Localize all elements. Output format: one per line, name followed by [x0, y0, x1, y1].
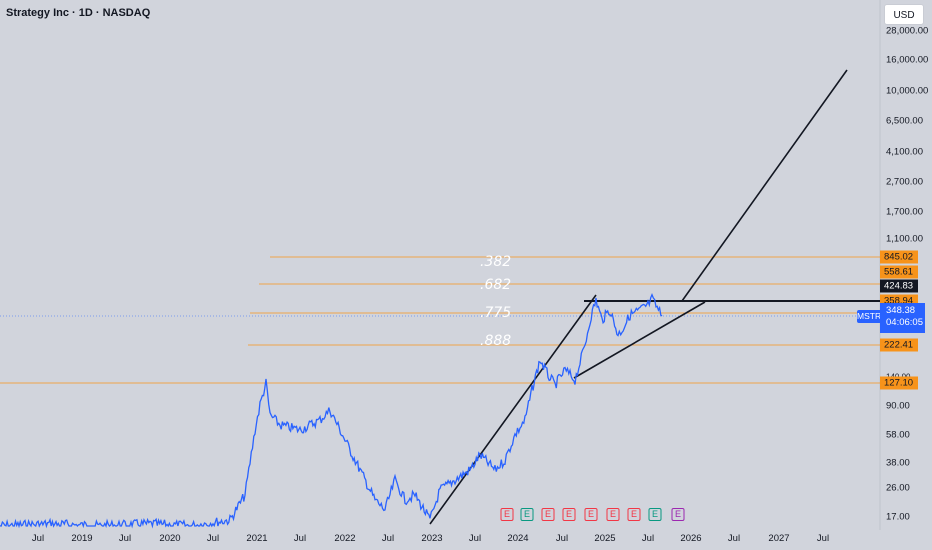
x-tick-label: 2023	[421, 533, 443, 544]
x-tick-label: Jul	[641, 533, 655, 544]
price-badge-222: 222.41	[880, 338, 918, 352]
bar-countdown: 04:06:05	[886, 317, 923, 328]
x-tick-label: Jul	[293, 533, 307, 544]
y-tick-label: 17.00	[886, 511, 910, 523]
price-badge-558: 558.61	[880, 265, 918, 279]
earnings-marker-icon[interactable]: E	[671, 508, 685, 521]
earnings-marker-icon[interactable]: E	[500, 508, 514, 521]
y-tick-label: 6,500.00	[886, 115, 923, 127]
fibonacci-levels	[0, 256, 880, 384]
y-tick-label: 26.00	[886, 482, 910, 494]
earnings-marker-icon[interactable]: E	[520, 508, 534, 521]
y-tick-label: 4,100.00	[886, 146, 923, 158]
x-tick-label: 2021	[246, 533, 268, 544]
x-tick-label: 2024	[507, 533, 529, 544]
y-tick-label: 2,700.00	[886, 176, 923, 188]
y-tick-label: 10,000.00	[886, 85, 929, 97]
trendline[interactable]	[681, 69, 848, 302]
price-badge-845: 845.02	[880, 250, 918, 264]
y-tick-label: 1,100.00	[886, 233, 923, 245]
x-tick-label: Jul	[118, 533, 132, 544]
earnings-marker-icon[interactable]: E	[648, 508, 662, 521]
price-badge-127: 127.10	[880, 376, 918, 390]
chart-title: Strategy Inc · 1D · NASDAQ	[6, 7, 151, 19]
fib-label-775: .775	[480, 305, 512, 321]
x-tick-label: Jul	[381, 533, 395, 544]
x-tick-label: Jul	[816, 533, 830, 544]
fib-label-682: .682	[480, 277, 512, 293]
current-price-box: 348.38 04:06:05	[880, 303, 925, 333]
price-series-line	[0, 292, 663, 529]
earnings-marker-icon[interactable]: E	[562, 508, 576, 521]
x-tick-label: Jul	[727, 533, 741, 544]
x-tick-label: Jul	[555, 533, 569, 544]
y-tick-label: 38.00	[886, 457, 910, 469]
earnings-marker-icon[interactable]: E	[584, 508, 598, 521]
x-tick-label: Jul	[468, 533, 482, 544]
currency-button[interactable]: USD	[884, 4, 924, 25]
current-price: 348.38	[886, 305, 916, 316]
fib-label-888: .888	[480, 333, 512, 349]
earnings-marker-icon[interactable]: E	[606, 508, 620, 521]
earnings-marker-icon[interactable]: E	[541, 508, 555, 521]
x-tick-label: 2022	[334, 533, 356, 544]
price-badge-424: 424.83	[880, 279, 918, 293]
x-tick-label: 2020	[159, 533, 181, 544]
x-tick-label: 2026	[680, 533, 702, 544]
y-tick-label: 16,000.00	[886, 54, 929, 66]
y-tick-label: 90.00	[886, 400, 910, 412]
x-tick-label: Jul	[206, 533, 220, 544]
earnings-marker-icon[interactable]: E	[627, 508, 641, 521]
trendlines	[429, 69, 880, 525]
y-tick-label: 58.00	[886, 429, 910, 441]
fib-label-382: .382	[480, 254, 512, 270]
ticker-symbol-tag[interactable]: MSTR	[857, 310, 882, 323]
trendline[interactable]	[573, 301, 706, 379]
trendline[interactable]	[429, 294, 597, 525]
x-tick-label: 2027	[768, 533, 790, 544]
y-tick-label: 28,000.00	[886, 25, 929, 37]
x-tick-label: 2019	[71, 533, 93, 544]
x-tick-label: 2025	[594, 533, 616, 544]
x-tick-label: Jul	[31, 533, 45, 544]
y-tick-label: 1,700.00	[886, 206, 923, 218]
